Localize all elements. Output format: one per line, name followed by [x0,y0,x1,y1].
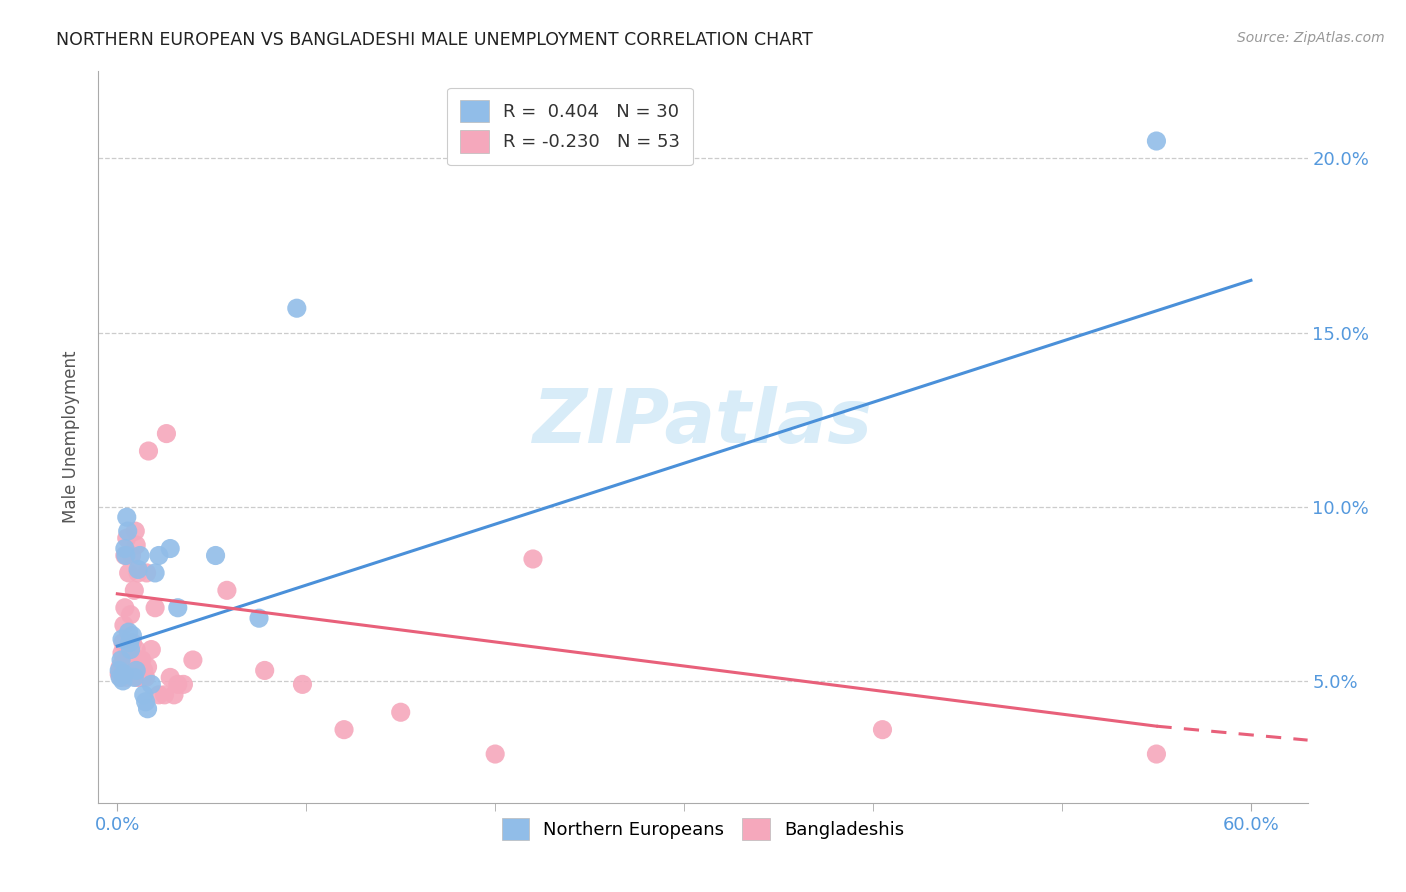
Point [1144,747,1167,761]
Point [117,642,139,657]
Point [484,747,506,761]
Y-axis label: Male Unemployment: Male Unemployment [62,351,80,524]
Point [121,549,143,563]
Point [127,670,149,684]
Point [108,660,131,674]
Point [141,642,163,657]
Point [155,426,177,441]
Point [124,670,146,684]
Point [115,531,138,545]
Point [135,670,157,684]
Point [121,635,143,649]
Point [125,538,148,552]
Point [204,549,226,563]
Point [111,673,134,688]
Point [115,510,138,524]
Point [108,670,131,684]
Point [143,600,166,615]
Point [166,677,188,691]
Point [108,667,131,681]
Point [129,670,152,684]
Point [148,688,170,702]
Point [122,657,145,671]
Point [389,705,412,719]
Point [112,667,135,681]
Point [131,653,153,667]
Point [138,444,160,458]
Point [118,635,141,649]
Point [121,629,143,643]
Point [172,677,194,691]
Text: ZIPatlas: ZIPatlas [533,386,873,459]
Point [163,688,186,702]
Point [132,670,155,684]
Point [872,723,894,737]
Point [111,646,134,660]
Point [114,600,136,615]
Point [141,677,163,691]
Point [247,611,270,625]
Point [253,664,276,678]
Point [522,552,544,566]
Point [159,670,181,684]
Text: NORTHERN EUROPEAN VS BANGLADESHI MALE UNEMPLOYMENT CORRELATION CHART: NORTHERN EUROPEAN VS BANGLADESHI MALE UN… [56,31,813,49]
Point [291,677,314,691]
Point [110,670,132,684]
Point [108,664,131,678]
Point [166,600,188,615]
Point [136,660,159,674]
Point [285,301,308,316]
Point [111,657,134,671]
Point [125,664,148,678]
Legend: Northern Europeans, Bangladeshis: Northern Europeans, Bangladeshis [494,808,912,848]
Point [181,653,204,667]
Point [159,541,181,556]
Point [125,642,148,657]
Point [1144,134,1167,148]
Point [135,566,157,580]
Point [111,635,134,649]
Point [114,549,136,563]
Point [110,653,132,667]
Point [132,688,155,702]
Point [135,695,157,709]
Point [129,549,152,563]
Point [128,653,150,667]
Point [120,642,142,657]
Point [114,549,136,563]
Point [118,566,141,580]
Point [112,618,135,632]
Point [114,664,136,678]
Point [148,549,170,563]
Point [118,625,141,640]
Point [115,670,138,684]
Point [333,723,356,737]
Point [114,541,136,556]
Text: Source: ZipAtlas.com: Source: ZipAtlas.com [1237,31,1385,45]
Point [118,649,141,664]
Point [132,664,155,678]
Point [124,583,146,598]
Point [127,562,149,576]
Point [117,524,139,538]
Point [120,607,142,622]
Point [136,702,159,716]
Point [127,566,149,580]
Point [111,632,134,646]
Point [153,688,176,702]
Point [215,583,238,598]
Point [143,566,166,580]
Point [124,524,146,538]
